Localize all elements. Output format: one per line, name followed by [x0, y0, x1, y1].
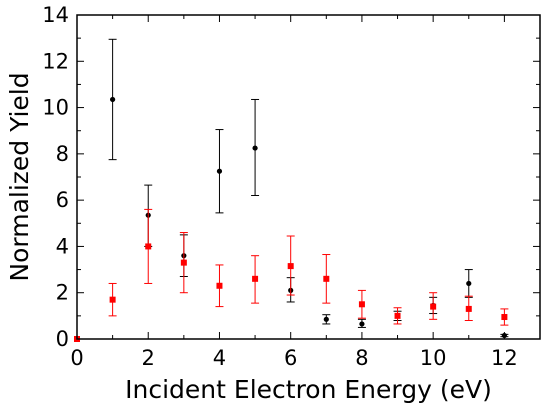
x-tick-label: 2 — [142, 346, 155, 370]
data-point — [359, 321, 365, 327]
data-point — [252, 275, 259, 282]
data-point — [110, 96, 116, 103]
x-tick-label: 10 — [420, 346, 447, 370]
x-tick-label: 8 — [355, 346, 368, 370]
y-tick-label: 12 — [42, 49, 69, 73]
data-point — [430, 303, 437, 310]
series-2 — [74, 208, 509, 342]
data-point — [323, 275, 330, 282]
data-point — [394, 312, 401, 319]
y-axis-label: Normalized Yield — [5, 72, 34, 281]
plot-area — [74, 38, 509, 342]
x-axis-label: Incident Electron Energy (eV) — [125, 375, 492, 404]
data-point — [501, 314, 508, 321]
data-point — [216, 282, 223, 289]
data-point — [465, 305, 472, 312]
data-point — [287, 263, 294, 270]
y-tick-label: 10 — [42, 96, 69, 120]
y-tick-label: 6 — [56, 188, 69, 212]
data-point — [466, 280, 472, 287]
x-tick-label: 12 — [491, 346, 518, 370]
data-point — [180, 259, 187, 266]
data-point — [109, 296, 116, 303]
data-point — [216, 168, 223, 174]
y-tick-label: 8 — [56, 142, 69, 166]
y-tick-label: 2 — [56, 281, 69, 305]
data-point — [145, 243, 152, 250]
axes: 0 2 4 6 8 10 12 0 2 4 6 8 10 12 14 — [42, 3, 541, 370]
data-point — [358, 301, 365, 308]
x-tick-label: 4 — [213, 346, 226, 370]
data-point — [252, 145, 258, 151]
x-tick-label: 6 — [284, 346, 297, 370]
y-tick-label: 0 — [56, 327, 69, 351]
y-tick-label: 14 — [42, 3, 69, 27]
y-tick-label: 4 — [56, 234, 69, 258]
data-point — [323, 316, 329, 322]
x-tick-label: 0 — [70, 346, 83, 370]
